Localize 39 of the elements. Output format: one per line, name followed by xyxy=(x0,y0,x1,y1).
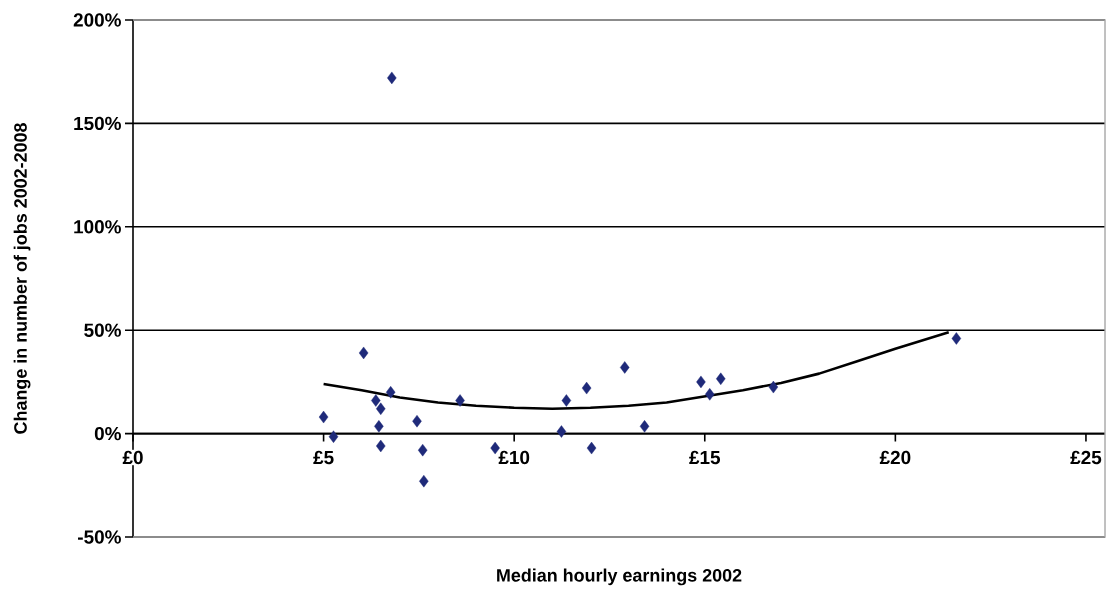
point xyxy=(385,386,396,399)
y-axis-title: Change in number of jobs 2002-2008 xyxy=(13,123,31,434)
x-tick-label: £20 xyxy=(879,450,911,465)
point xyxy=(358,346,369,360)
point xyxy=(412,414,422,428)
point xyxy=(387,71,397,85)
point xyxy=(455,394,465,407)
point xyxy=(639,420,650,433)
point xyxy=(586,441,597,455)
point xyxy=(561,394,572,407)
point xyxy=(620,361,630,374)
point xyxy=(374,420,384,433)
y-tick-label: 200% xyxy=(73,13,121,27)
x-axis-title: Median hourly earnings 2002 xyxy=(497,568,742,586)
y-tick-label: -50% xyxy=(78,530,121,544)
point xyxy=(371,394,381,407)
point xyxy=(376,402,386,415)
x-tick-label: £5 xyxy=(313,450,334,465)
point xyxy=(328,430,339,443)
point xyxy=(490,441,500,455)
point xyxy=(716,372,726,385)
x-tick-label: £10 xyxy=(498,450,530,465)
y-tick-label: 50% xyxy=(84,323,121,337)
x-tick-label: £15 xyxy=(689,450,721,465)
y-tick-label: 150% xyxy=(74,116,121,131)
point xyxy=(951,332,962,345)
point xyxy=(768,380,779,394)
y-tick-label: 0% xyxy=(94,426,121,441)
x-tick-label: £0 xyxy=(122,450,143,465)
point xyxy=(581,381,592,395)
point xyxy=(556,425,567,438)
point xyxy=(376,439,386,453)
point xyxy=(705,388,715,401)
y-tick-label: 100% xyxy=(74,220,121,234)
x-tick-label: £25 xyxy=(1070,450,1102,465)
point xyxy=(696,375,706,389)
point xyxy=(419,474,429,488)
point xyxy=(418,443,428,457)
point xyxy=(318,410,329,424)
